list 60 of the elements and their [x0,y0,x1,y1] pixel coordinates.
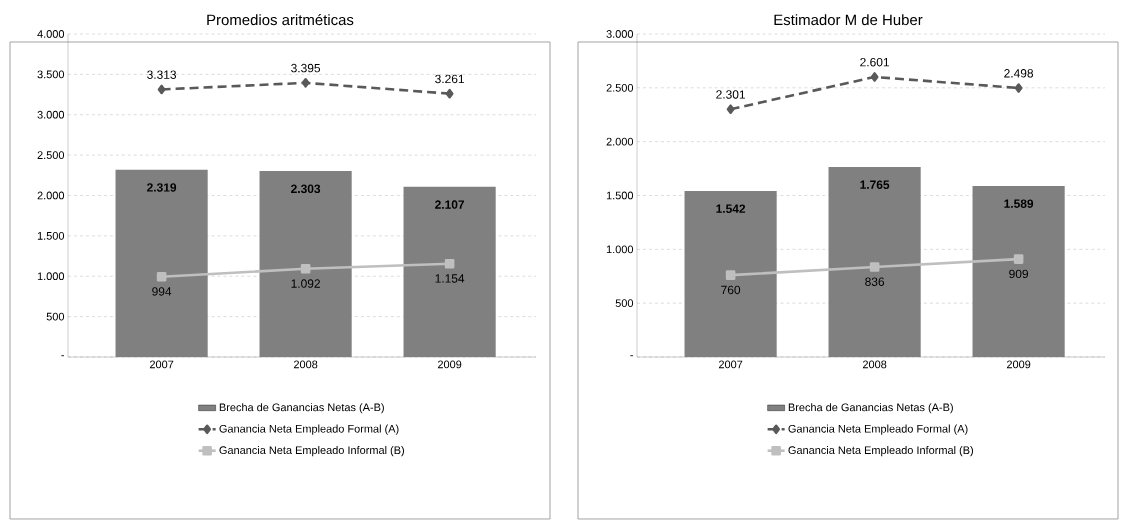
y-tick-label: 3.000 [37,110,65,119]
legend-label: Ganancia Neta Empleado Formal (A) [788,424,968,435]
y-tick-label: 2.500 [37,151,65,159]
point [300,264,311,274]
y-tick-label: 4.000 [37,30,65,38]
data-label: 2.601 [860,57,889,67]
y-tick-label: 1.000 [37,272,65,281]
x-tick-label: 2009 [1006,360,1031,369]
data-label: 3.395 [291,63,321,73]
y-tick-label: 3.000 [606,30,634,38]
x-tick-label: 2007 [149,360,174,369]
point [156,271,167,282]
chart-title: Estimador M de Huber [774,14,923,26]
y-tick-label: 2.500 [606,83,634,92]
y-tick-label: 2.000 [37,191,65,200]
data-label: 1.542 [716,204,746,213]
data-label: 2.303 [291,184,321,194]
y-tick-label: 500 [46,312,65,321]
data-label: 3.261 [435,74,464,84]
y-tick-label: 1.500 [606,191,634,200]
legend-label: Brecha de Ganancias Netas (A-B) [788,403,953,414]
x-tick-label: 2007 [718,360,743,369]
data-label: 2.319 [147,183,177,192]
legend-label: Ganancia Neta Empleado Formal (A) [219,424,399,435]
data-label: 994 [152,287,172,296]
x-tick-label: 2009 [437,360,462,369]
data-label: 1.154 [435,274,465,283]
y-tick-label: - [630,355,633,357]
legend-label: Brecha de Ganancias Netas (A-B) [219,403,384,414]
data-label: 1.589 [1004,199,1034,208]
data-label: 836 [865,277,885,286]
data-label: 1.092 [291,279,320,288]
data-label: 3.313 [147,70,177,79]
point [725,270,736,280]
y-tick-label: - [61,355,64,357]
data-label: 760 [721,285,741,295]
data-label: 2.498 [1004,69,1034,78]
x-tick-label: 2008 [862,360,887,369]
point [301,78,310,88]
x-tick-label: 2008 [293,360,318,369]
data-label: 2.107 [435,200,465,209]
point [726,104,735,115]
y-tick-label: 2.000 [606,137,634,146]
point [157,84,166,95]
data-label: 909 [1009,269,1029,279]
point [444,259,455,269]
chart-title: Promedios aritméticas [207,13,354,26]
point [1013,254,1024,264]
y-tick-label: 3.500 [37,70,65,79]
y-tick-label: 500 [615,299,634,308]
y-tick-label: 1.000 [606,245,634,254]
y-tick-label: 1.500 [37,231,65,240]
point [445,88,454,99]
data-label: 2.301 [716,90,745,99]
point [1014,83,1023,93]
legend-label: Ganancia Neta Empleado Informal (B) [219,446,404,457]
point [870,72,879,82]
point [869,262,880,272]
data-label: 1.765 [860,180,890,189]
legend-label: Ganancia Neta Empleado Informal (B) [788,446,973,457]
